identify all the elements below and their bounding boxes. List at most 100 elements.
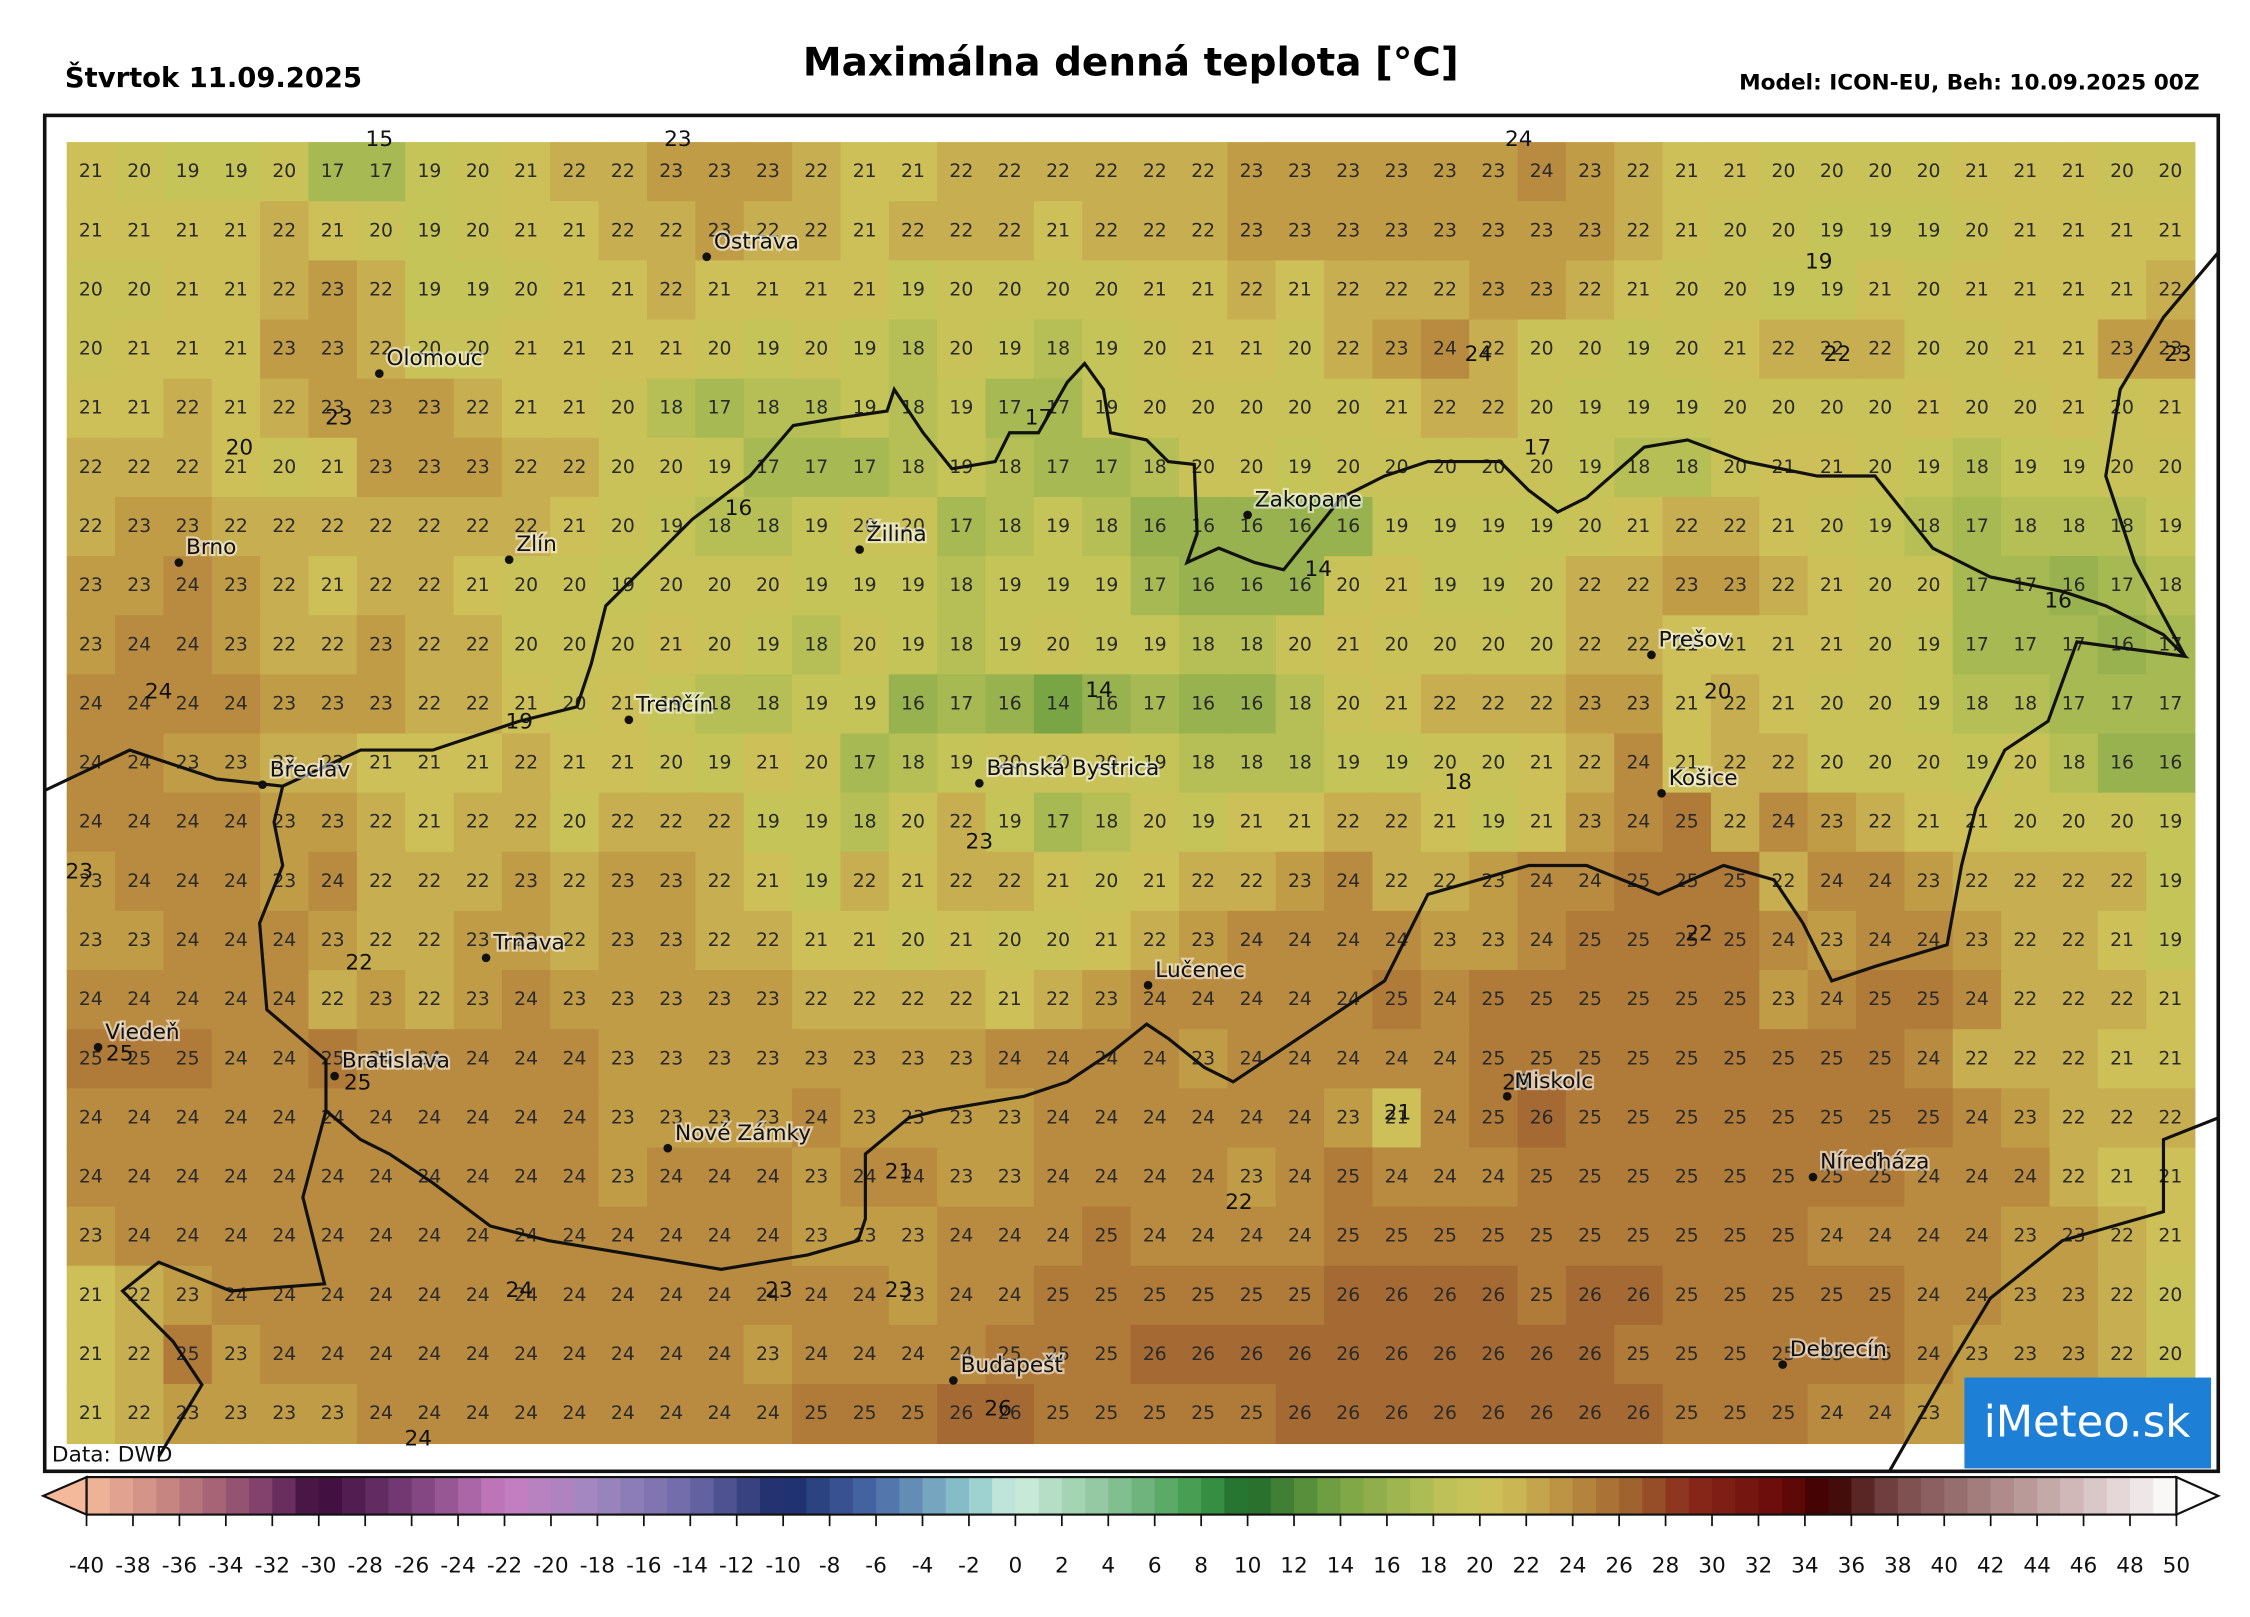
temperature-value: 20 <box>563 575 587 596</box>
temperature-value: 19 <box>2158 516 2182 537</box>
temperature-cell <box>1856 260 1906 321</box>
colorbar-swatch <box>1549 1477 1574 1515</box>
temperature-cell <box>1178 615 1229 676</box>
local-extreme: 25 <box>344 1070 372 1095</box>
temperature-cell <box>1033 1029 1084 1090</box>
temperature-value: 21 <box>1868 279 1892 300</box>
temperature-value: 21 <box>2158 220 2182 241</box>
temperature-value: 25 <box>1675 1285 1699 1306</box>
temperature-cell <box>1227 1147 1277 1208</box>
temperature-value: 24 <box>321 871 345 892</box>
temperature-cell <box>1275 142 1325 203</box>
temperature-cell <box>115 1029 165 1090</box>
temperature-value: 26 <box>1191 1344 1215 1365</box>
temperature-cell <box>1275 1206 1325 1267</box>
temperature-cell <box>985 733 1035 794</box>
temperature-cell <box>405 556 455 617</box>
temperature-cell <box>163 1265 213 1326</box>
colorbar-swatch <box>388 1477 413 1515</box>
temperature-cell <box>211 792 261 853</box>
temperature-value: 19 <box>756 812 780 833</box>
temperature-value: 21 <box>1675 220 1699 241</box>
temperature-cell <box>2097 851 2148 912</box>
city-name: Košice <box>1669 766 1738 791</box>
temperature-value: 23 <box>272 693 296 714</box>
temperature-value: 25 <box>1723 1285 1747 1306</box>
temperature-cell <box>1662 1265 1712 1326</box>
temperature-cell <box>647 378 697 439</box>
temperature-value: 20 <box>1143 812 1167 833</box>
colorbar-swatch <box>1386 1477 1411 1515</box>
temperature-cell <box>1275 1147 1325 1208</box>
temperature-value: 23 <box>1095 989 1119 1010</box>
colorbar-tick-label: -20 <box>533 1554 568 1579</box>
temperature-value: 26 <box>1143 1344 1167 1365</box>
temperature-value: 21 <box>1917 398 1941 419</box>
temperature-value: 22 <box>1723 693 1747 714</box>
temperature-cell <box>405 260 455 321</box>
borders <box>44 251 2219 1472</box>
temperature-value: 16 <box>2110 634 2134 655</box>
temperature-cell <box>308 437 358 498</box>
temperature-cell <box>163 1088 213 1149</box>
temperature-cell <box>163 260 213 321</box>
temperature-value: 22 <box>804 220 828 241</box>
temperature-cell <box>1372 1265 1422 1326</box>
temperature-cell <box>1372 142 1422 203</box>
temperature-cell <box>792 1324 842 1385</box>
temperature-cell <box>1324 674 1374 735</box>
temperature-value: 21 <box>1675 161 1699 182</box>
temperature-value: 21 <box>224 457 248 478</box>
temperature-cell <box>1856 1147 1906 1208</box>
temperature-value: 23 <box>514 871 538 892</box>
temperature-value: 23 <box>321 398 345 419</box>
temperature-cell <box>356 201 407 262</box>
temperature-cell <box>1614 792 1664 853</box>
temperature-cell <box>2049 260 2099 321</box>
temperature-cell <box>1710 851 1761 912</box>
city-dot <box>1502 1091 1512 1101</box>
temperature-value: 17 <box>949 516 973 537</box>
temperature-cell <box>1420 1324 1471 1385</box>
local-extreme: 23 <box>966 829 994 854</box>
temperature-cell <box>260 970 310 1031</box>
temperature-cell <box>888 201 939 262</box>
temperature-cell <box>1565 437 1616 498</box>
temperature-value: 21 <box>514 161 538 182</box>
temperature-value: 21 <box>1675 693 1699 714</box>
temperature-value: 24 <box>224 930 248 951</box>
temperature-cell <box>115 1384 165 1445</box>
temperature-cell <box>1662 1088 1712 1149</box>
temperature-value: 23 <box>1288 161 1312 182</box>
temperature-cell <box>1614 201 1664 262</box>
colorbar-tick-label: -6 <box>865 1554 887 1579</box>
temperature-value: 24 <box>949 1226 973 1247</box>
temperature-cell <box>888 1324 939 1385</box>
temperature-cell <box>1614 496 1664 557</box>
city-dot <box>1143 980 1153 990</box>
colorbar-tick-label: 42 <box>1977 1554 2005 1579</box>
temperature-value: 20 <box>1917 339 1941 360</box>
temperature-value: 17 <box>998 398 1022 419</box>
temperature-cell <box>405 378 455 439</box>
city-dot <box>1808 1172 1818 1182</box>
city-name: Viedeň <box>105 1020 179 1045</box>
temperature-value: 21 <box>127 220 151 241</box>
temperature-cell <box>743 1324 793 1385</box>
temperature-cell <box>66 437 116 498</box>
temperature-value: 21 <box>514 339 538 360</box>
temperature-cell <box>1227 1384 1277 1445</box>
temperature-cell <box>2097 910 2148 971</box>
temperature-value: 16 <box>2062 575 2086 596</box>
temperature-value: 21 <box>79 220 103 241</box>
temperature-value: 24 <box>1965 1226 1989 1247</box>
temperature-value: 22 <box>2062 871 2086 892</box>
temperature-value: 26 <box>1433 1344 1457 1365</box>
temperature-cell <box>66 1384 116 1445</box>
temperature-value: 23 <box>2013 1226 2037 1247</box>
temperature-cell <box>550 674 600 735</box>
temperature-cell <box>647 1384 697 1445</box>
temperature-cell <box>1275 615 1325 676</box>
temperature-cell <box>2001 792 2051 853</box>
temperature-value: 18 <box>2062 516 2086 537</box>
